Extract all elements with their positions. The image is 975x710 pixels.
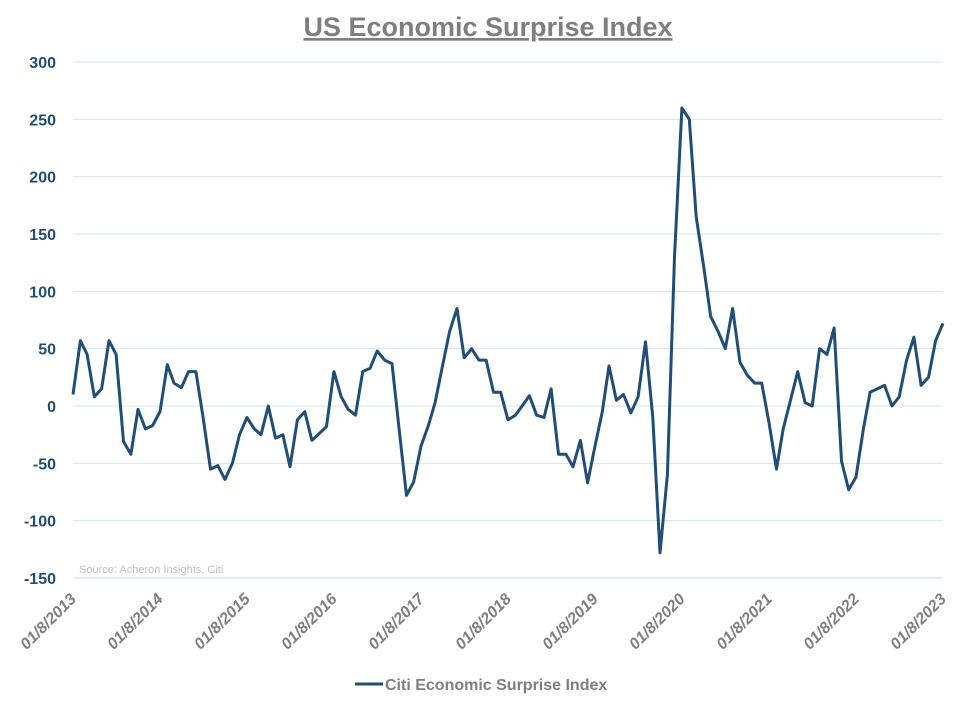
y-tick-label: 50 <box>38 342 56 359</box>
y-tick-label: 200 <box>29 170 56 187</box>
gridlines <box>73 61 943 579</box>
x-tick-label: 01/8/2019 <box>539 591 601 653</box>
x-tick-label: 01/8/2023 <box>887 591 949 653</box>
y-tick-label: -50 <box>33 456 56 473</box>
x-tick-label: 01/8/2016 <box>278 591 340 653</box>
y-tick-label: 300 <box>29 55 56 72</box>
x-tick-label: 01/8/2022 <box>801 591 863 653</box>
y-axis: -150 -100 -50 0 50 100 150 200 250 300 <box>24 55 56 588</box>
x-tick-label: 01/8/2021 <box>714 591 776 653</box>
source-note: Source: Acheron Insights, Citi <box>79 564 223 576</box>
x-tick-label: 01/8/2020 <box>626 591 688 653</box>
x-tick-label: 01/8/2018 <box>452 591 514 653</box>
series-line-citi-economic-surprise-index <box>71 106 945 555</box>
x-tick-label: 01/8/2014 <box>104 591 166 653</box>
legend-label: Citi Economic Surprise Index <box>385 677 607 694</box>
y-tick-label: -100 <box>24 514 56 531</box>
chart-title: US Economic Surprise Index <box>303 12 672 42</box>
x-axis: 01/8/2013 01/8/2014 01/8/2015 01/8/2016 01/8… <box>17 590 949 653</box>
x-tick-label: 01/8/2017 <box>366 590 429 653</box>
x-tick-label: 01/8/2013 <box>17 591 79 653</box>
y-tick-label: 150 <box>29 227 56 244</box>
y-tick-label: -150 <box>24 571 56 588</box>
x-tick-label: 01/8/2015 <box>191 590 254 653</box>
legend: Citi Economic Surprise Index <box>355 677 607 694</box>
series-points <box>73 108 943 553</box>
y-tick-label: 0 <box>47 399 56 416</box>
y-tick-label: 250 <box>29 112 56 129</box>
y-tick-label: 100 <box>29 284 56 301</box>
